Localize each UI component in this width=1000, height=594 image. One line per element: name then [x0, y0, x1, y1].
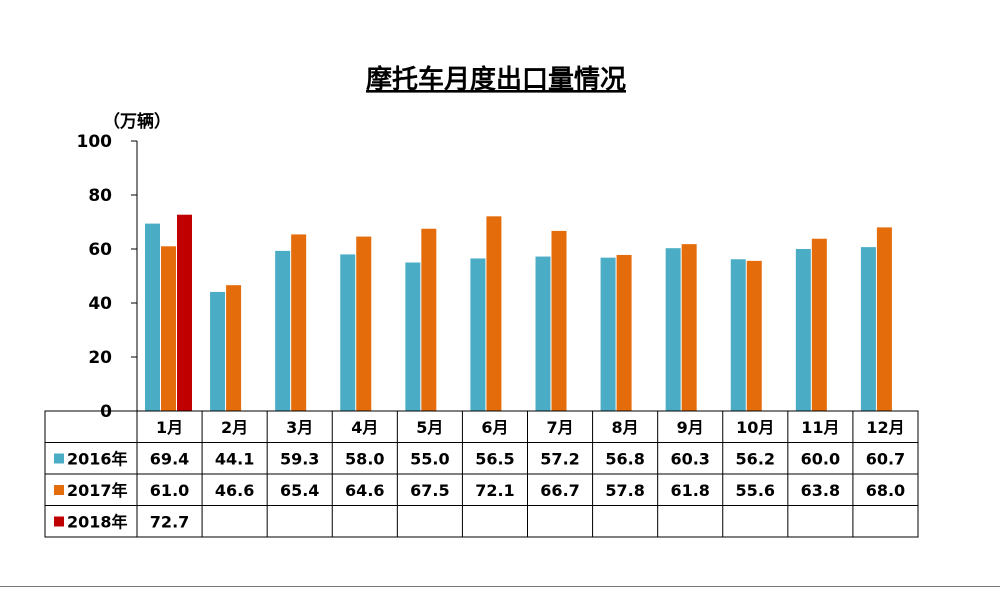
bars	[145, 214, 892, 411]
x-category-label: 8月	[612, 418, 639, 437]
data-table: 1月 2月 3月 4月 5月 6月 7月 8月 9月 10月 11月 12月 2016年 69.4 44.1…	[44, 410, 919, 538]
data-cell-value: 56.8	[605, 450, 644, 469]
bar-1-9	[665, 248, 681, 411]
bar-1-6	[470, 258, 486, 411]
data-cell-value: 60.3	[670, 450, 709, 469]
bar-1-4	[340, 254, 356, 411]
legend-label: 2016年	[67, 450, 128, 469]
bar-2-6	[486, 216, 502, 411]
bar-1-1	[145, 223, 160, 411]
bar-1-12	[860, 247, 876, 411]
data-cell-value: 56.5	[475, 450, 514, 469]
bar-2-4	[356, 236, 372, 411]
data-cell-value: 58.0	[345, 450, 384, 469]
x-category-label: 9月	[677, 418, 704, 437]
legend-label: 2018年	[67, 513, 128, 532]
x-category-label: 7月	[546, 418, 573, 437]
y-tick-label: 80	[88, 186, 112, 206]
footer-divider	[0, 586, 1000, 587]
bar-3-1	[177, 214, 192, 411]
data-cell-value: 44.1	[215, 450, 254, 469]
bar-1-5	[405, 262, 421, 411]
bar-1-3	[275, 250, 291, 411]
data-cell-value: 72.7	[150, 513, 189, 532]
y-tick-label: 40	[88, 294, 112, 314]
x-category-label: 1月	[156, 418, 183, 437]
chart-title: 摩托车月度出口量情况	[366, 64, 626, 95]
y-tick-label: 20	[88, 348, 112, 368]
bar-1-7	[535, 256, 551, 411]
bar-2-11	[811, 238, 827, 411]
data-cell-value: 60.0	[801, 450, 840, 469]
data-cell-value: 57.2	[540, 450, 579, 469]
data-cell-value: 60.7	[866, 450, 905, 469]
data-cell-value: 55.6	[736, 481, 775, 500]
data-cell-value: 65.4	[280, 481, 319, 500]
bar-2-1	[161, 246, 176, 411]
bar-1-10	[730, 259, 746, 411]
data-cell-value: 55.0	[410, 450, 449, 469]
legend-swatch	[54, 485, 64, 495]
bar-2-3	[291, 234, 307, 411]
bar-1-8	[600, 257, 616, 411]
data-cell-value: 68.0	[866, 481, 905, 500]
y-tick-label: 100	[77, 132, 113, 152]
data-cell-value: 46.6	[215, 481, 254, 500]
bar-2-8	[616, 254, 632, 411]
bar-2-5	[421, 228, 437, 411]
bar-2-9	[681, 244, 697, 411]
data-cell-value: 63.8	[801, 481, 840, 500]
y-axis: 0 20 40 60 80 100	[77, 132, 138, 422]
bar-2-2	[226, 285, 242, 411]
x-category-label: 12月	[866, 418, 904, 437]
bar-2-7	[551, 230, 567, 411]
x-category-label: 2月	[221, 418, 248, 437]
legend-label: 2017年	[67, 481, 128, 500]
data-cell-value: 72.1	[475, 481, 514, 500]
y-tick-label: 60	[88, 240, 112, 260]
data-cell-value: 69.4	[150, 450, 189, 469]
y-tick-label: 0	[100, 402, 112, 422]
data-cell-value: 57.8	[605, 481, 644, 500]
data-cell-value: 67.5	[410, 481, 449, 500]
data-cell-value: 61.8	[670, 481, 709, 500]
bar-2-12	[876, 227, 892, 411]
data-cell-value: 61.0	[150, 481, 189, 500]
data-cell-value: 64.6	[345, 481, 384, 500]
x-category-label: 3月	[286, 418, 313, 437]
x-category-label: 11月	[801, 418, 839, 437]
data-cell-value: 59.3	[280, 450, 319, 469]
x-category-label: 4月	[351, 418, 378, 437]
data-cell-value: 56.2	[736, 450, 775, 469]
bar-2-10	[746, 260, 762, 411]
bar-1-11	[795, 249, 811, 411]
legend-swatch	[54, 516, 64, 527]
x-category-label: 5月	[416, 418, 443, 437]
x-category-label: 6月	[481, 418, 508, 437]
legend-swatch	[54, 453, 64, 464]
x-category-label: 10月	[736, 418, 774, 437]
data-cell-value: 66.7	[540, 481, 579, 500]
y-unit-label: （万辆）	[103, 111, 171, 132]
bar-1-2	[210, 291, 226, 411]
